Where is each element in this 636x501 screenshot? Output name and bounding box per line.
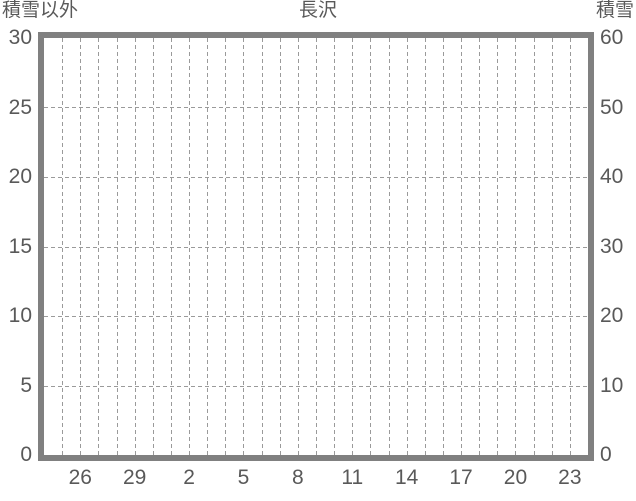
- x-axis-tick: 11: [341, 466, 364, 489]
- left-axis-tick: 0: [20, 443, 32, 466]
- right-axis-tick: 10: [600, 373, 624, 397]
- chart-title: 長沢: [298, 0, 337, 21]
- left-axis-tick: 25: [8, 95, 32, 119]
- x-axis-tick: 29: [122, 466, 147, 489]
- left-axis-unit-label: 積雪以外: [2, 0, 79, 21]
- x-axis-tick: 14: [394, 466, 419, 489]
- left-axis-tick: 15: [8, 234, 32, 258]
- left-axis-tick: 5: [20, 373, 32, 397]
- x-axis-tick: 23: [558, 466, 582, 489]
- left-axis-tick: 20: [8, 165, 32, 188]
- x-axis-tick: 5: [237, 466, 250, 489]
- right-axis-tick: 50: [600, 95, 624, 119]
- x-axis-tick: 2: [183, 466, 195, 489]
- left-axis-tick: 30: [8, 26, 32, 49]
- x-axis-tick: 8: [292, 466, 304, 489]
- plot-area: [44, 38, 588, 455]
- plot-frame: [38, 32, 594, 461]
- x-axis-tick: 17: [449, 466, 473, 489]
- right-axis-unit-label: 積雪: [595, 0, 634, 21]
- x-axis-tick: 26: [68, 466, 92, 489]
- right-axis-tick: 20: [600, 304, 624, 327]
- x-axis-tick: 20: [503, 466, 528, 489]
- left-axis-tick: 10: [8, 304, 32, 327]
- right-axis-tick: 30: [600, 234, 624, 258]
- right-axis-tick: 0: [600, 443, 612, 466]
- right-axis-tick: 60: [600, 26, 624, 49]
- gridlines: [44, 38, 588, 455]
- right-axis-tick: 40: [600, 165, 624, 188]
